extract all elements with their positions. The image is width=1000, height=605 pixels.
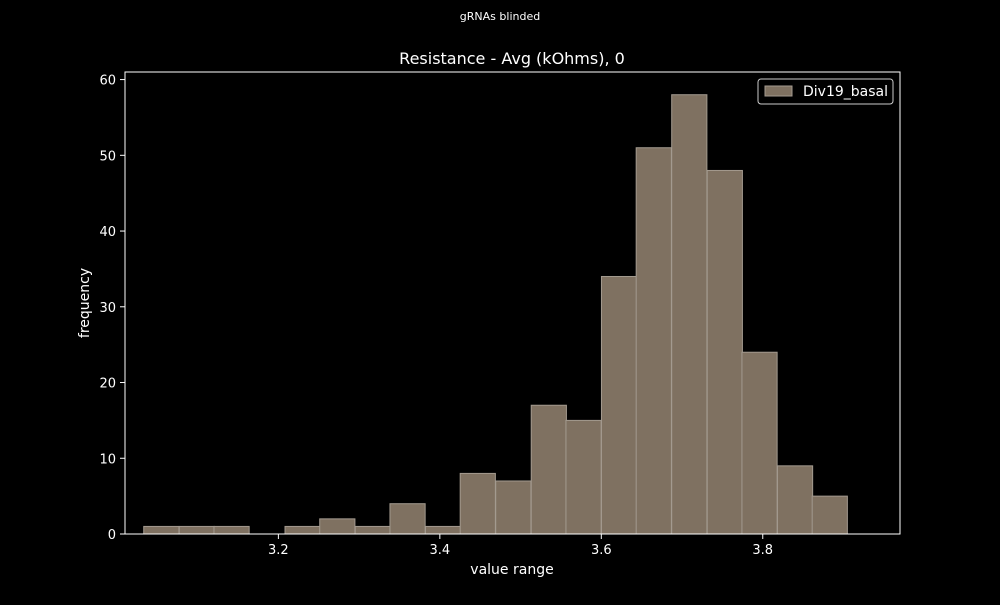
histogram-bar (284, 525, 321, 535)
x-tick-label: 3.2 (268, 543, 289, 558)
x-tick-label: 3.4 (430, 543, 451, 558)
histogram-bar (424, 525, 462, 535)
histogram-bar (565, 419, 602, 535)
y-tick-label: 60 (99, 74, 116, 89)
histogram-bar (143, 525, 180, 535)
legend-box (757, 78, 894, 105)
histogram-bar (741, 351, 778, 535)
histogram-bar (389, 503, 426, 535)
y-tick-label: 10 (99, 452, 116, 467)
plot-frame (124, 71, 901, 535)
x-tick-label: 3.6 (591, 543, 612, 558)
bars-layer (143, 94, 848, 535)
y-tick-label: 20 (99, 377, 116, 392)
legend: Div19_basal (757, 78, 894, 105)
y-tick-label: 30 (99, 301, 116, 316)
y-tick-label: 0 (108, 528, 116, 543)
legend-swatch (764, 85, 793, 97)
figure-suptitle: gRNAs blinded (460, 10, 540, 23)
histogram-bar (811, 495, 848, 535)
legend-label: Div19_basal (803, 84, 888, 100)
x-axis-label: value range (470, 562, 553, 578)
y-axis-label: frequency (77, 268, 93, 338)
x-tick-label: 3.8 (752, 543, 773, 558)
histogram-bar (530, 404, 567, 535)
histogram-bar (354, 525, 391, 535)
y-axis-ticks: 0 10 20 30 40 50 60 (99, 74, 125, 543)
histogram-bar (459, 472, 496, 535)
chart-title: Resistance - Avg (kOhms), 0 (399, 49, 625, 68)
histogram-bar (706, 169, 743, 535)
x-axis-ticks: 3.2 3.4 3.6 3.8 (268, 534, 773, 558)
histogram-bar (600, 275, 638, 535)
y-tick-label: 50 (99, 149, 116, 164)
histogram-bar (319, 518, 356, 535)
histogram-bar (213, 525, 250, 535)
histogram-bar (495, 480, 532, 535)
histogram-bar (776, 465, 814, 535)
y-tick-label: 40 (99, 225, 116, 240)
histogram-bar (178, 525, 215, 535)
histogram-bar (635, 147, 672, 535)
histogram-bar (671, 94, 708, 535)
